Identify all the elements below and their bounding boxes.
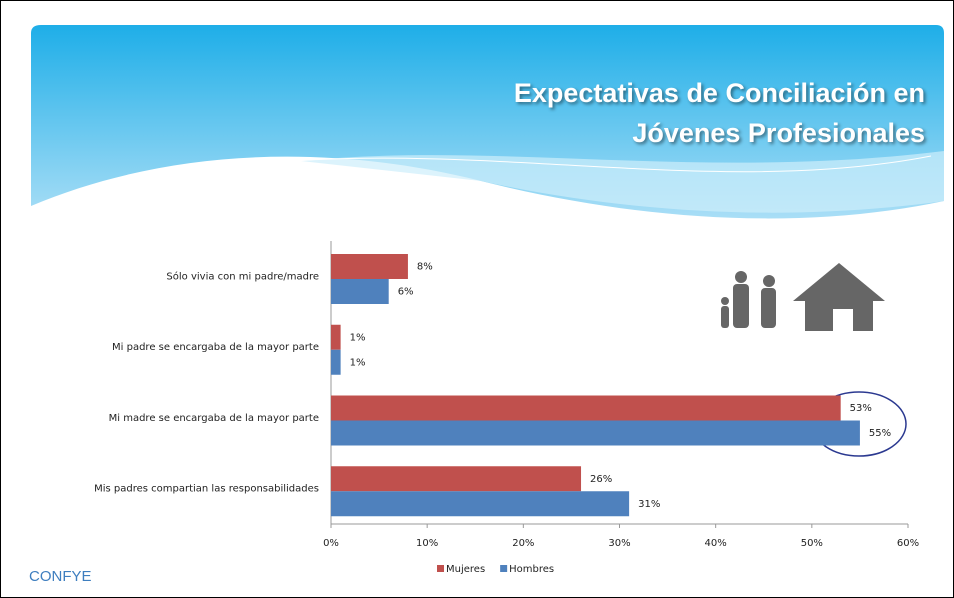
bar — [331, 466, 581, 491]
x-tick-label: 30% — [608, 538, 630, 549]
bar — [331, 491, 629, 516]
value-label: 1% — [350, 357, 366, 368]
x-tick-label: 40% — [705, 538, 727, 549]
footer: CONFYE — [29, 568, 92, 585]
y-tick-label: Mi padre se encargaba de la mayor parte — [112, 342, 319, 353]
slide: 0% 10% 20% 30% 40% 50% 60% Sólo vivia con mi pa… — [0, 0, 954, 598]
bar — [331, 421, 860, 446]
value-label: 31% — [638, 499, 660, 510]
x-tick-label: 50% — [801, 538, 823, 549]
value-label: 8% — [417, 262, 433, 273]
x-tick-label: 10% — [416, 538, 438, 549]
legend-swatch — [437, 565, 444, 572]
bar — [331, 325, 341, 350]
legend-swatch — [500, 565, 507, 572]
value-label: 6% — [398, 287, 414, 298]
legend-label: Mujeres — [446, 564, 485, 575]
value-label: 1% — [350, 332, 366, 343]
bar — [331, 396, 841, 421]
bar — [331, 254, 408, 279]
legend-label: Hombres — [509, 564, 554, 575]
bar — [331, 350, 341, 375]
y-tick-label: Sólo vivia con mi padre/madre — [166, 270, 319, 282]
y-tick-label: Mi madre se encargaba de la mayor parte — [109, 413, 319, 424]
slide-title: Expectativas de Conciliación en Jóvenes … — [425, 73, 925, 153]
value-label: 26% — [590, 474, 612, 485]
bar — [331, 279, 389, 304]
value-label: 55% — [869, 428, 891, 439]
x-tick-label: 60% — [897, 538, 919, 549]
x-tick-label: 0% — [323, 538, 339, 549]
y-tick-label: Mis padres compartian las responsabilida… — [94, 484, 319, 495]
family-icon — [721, 263, 885, 331]
value-label: 53% — [850, 403, 872, 414]
x-tick-label: 20% — [512, 538, 534, 549]
